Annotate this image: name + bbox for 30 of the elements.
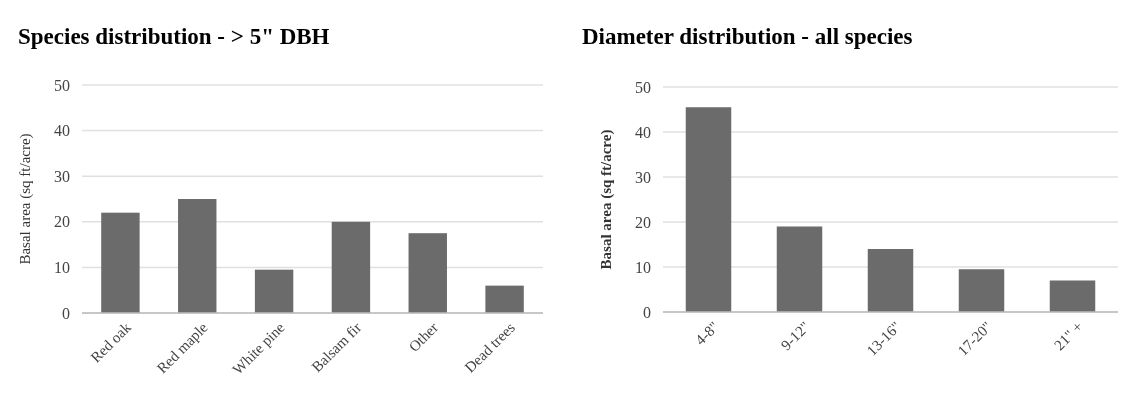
bar (1049, 280, 1096, 312)
y-tick-label: 40 (635, 123, 651, 141)
bar (254, 269, 294, 313)
y-tick-label: 40 (54, 122, 70, 140)
bar (178, 199, 217, 313)
y-tick-label: 30 (54, 167, 70, 185)
x-tick-label: Red oak (87, 319, 135, 366)
bar (485, 285, 524, 313)
bar (408, 233, 447, 313)
x-tick-label: 21" + (1051, 318, 1086, 354)
chart-title: Species distribution - > 5" DBH (18, 24, 330, 49)
y-tick-label: 20 (54, 213, 70, 231)
y-tick-label: 30 (635, 168, 651, 186)
y-tick-label: 20 (635, 213, 651, 231)
y-tick-label: 50 (635, 78, 651, 96)
y-tick-label: 50 (54, 76, 70, 94)
chart-title: Diameter distribution - all species (582, 24, 913, 49)
y-tick-label: 10 (54, 259, 70, 277)
y-tick-label: 0 (643, 303, 651, 321)
bar (101, 212, 140, 313)
bar (331, 221, 371, 313)
y-axis-title: Basal area (sq ft/acre) (17, 133, 34, 265)
bar (958, 269, 1005, 312)
y-tick-label: 0 (62, 304, 70, 322)
bar (867, 249, 914, 312)
x-tick-label: 4-8" (692, 318, 722, 349)
y-axis-title: Basal area (sq ft/acre) (598, 129, 615, 270)
bar (685, 107, 732, 312)
y-tick-label: 10 (635, 258, 651, 276)
bar (776, 226, 823, 312)
